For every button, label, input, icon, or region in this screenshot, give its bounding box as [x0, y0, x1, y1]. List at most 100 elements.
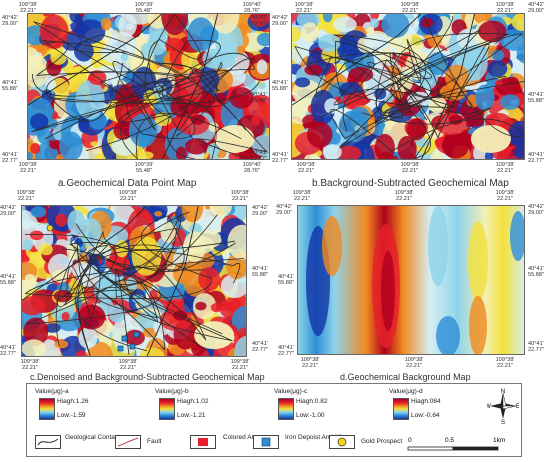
bottom-tick-b-1: 109°38' 22.21" [296, 162, 316, 174]
right-tick-a-2: 40°41' 55.88" [251, 92, 267, 104]
scale-bar: 0 0.5 1km [407, 437, 505, 451]
scale-half: 0.5 [445, 437, 454, 444]
top-tick-d-2: 109°38' 22.21" [394, 190, 414, 202]
iron-deposit-marker [117, 345, 124, 352]
fault-symbol-icon [115, 435, 141, 449]
legend-ramp-d-title: Value(μg)-d [389, 388, 423, 395]
right-tick-d-2: 40°41' 55.88" [528, 266, 544, 278]
left-tick-b-2: 40°41' 55.88" [272, 80, 288, 92]
legend-colored-label: Colored Area [223, 434, 261, 441]
top-tick-b-2: 109°38' 22.21" [400, 2, 420, 14]
right-tick-d-1: 40°42' 29.00" [528, 204, 544, 216]
caption-d: d.Geochemical Background Map [340, 372, 471, 382]
top-tick-c-2: 109°38' 22.21" [118, 190, 138, 202]
legend-ramp-c-low: Low:-1.00 [296, 412, 325, 419]
legend-ramp-b: Value(μg)-b Hiagh:1.02 Low:-1.21 [155, 388, 245, 422]
map-panel-d[interactable] [297, 205, 525, 355]
legend-ramp-a-high: Hiagh:1.26 [57, 398, 89, 405]
top-tick-d-3: 109°38' 22.21" [495, 190, 515, 202]
legend-ramp-b-low: Low:-1.21 [177, 412, 206, 419]
right-tick-b-1: 40°42' 29.00" [528, 2, 544, 14]
bottom-tick-c-1: 109°38' 22.21" [20, 359, 40, 371]
geochem-raster-a [28, 14, 269, 159]
left-tick-c-2: 40°41' 55.88" [0, 274, 16, 286]
right-tick-b-3: 40°41' 22.77" [528, 152, 544, 164]
geochem-raster-d [298, 206, 524, 354]
right-tick-b-2: 40°41' 55.88" [528, 92, 544, 104]
bottom-tick-b-2: 109°38' 22.21" [400, 162, 420, 174]
gold-prospect-symbol-icon [329, 435, 355, 449]
left-tick-c-1: 40°42' 29.00" [0, 205, 16, 217]
caption-b: b.Background-Subtracted Geochemical Map [312, 178, 509, 189]
gold-prospect-marker [46, 224, 54, 232]
left-tick-b-1: 40°42' 29.00" [272, 15, 288, 27]
legend-gold-label: Gold Prospect [361, 438, 403, 445]
bottom-tick-a-2: 109°39' 55.48" [134, 162, 154, 174]
bottom-tick-c-3: 109°38' 22.21" [230, 359, 250, 371]
bottom-tick-a-3: 109°40' 28.76" [242, 162, 262, 174]
right-tick-c-3: 40°41' 22.77" [252, 341, 268, 353]
legend-fault-label: Fault [147, 438, 162, 445]
legend-ramp-c-bar [278, 398, 294, 420]
right-tick-c-2: 40°41' 55.88" [252, 266, 268, 278]
left-tick-a-1: 40°42' 29.00" [2, 15, 18, 27]
legend-ramp-d-low: Low:-0.64 [411, 412, 440, 419]
geological-contact-symbol-icon [35, 435, 61, 449]
iron-deposit-marker [121, 335, 128, 342]
legend: Value(μg)-a Hiagh:1.26 Low:-1.59 Value(μ… [26, 383, 522, 457]
legend-ramp-a-title: Value(μg)-a [35, 388, 69, 395]
scale-one: 1km [493, 437, 505, 444]
iron-deposit-marker [129, 343, 136, 350]
left-tick-d-1: 40°42' 29.00" [276, 204, 292, 216]
legend-ramp-c-high: Hiagh:0.82 [296, 398, 328, 405]
legend-ramp-b-high: Hiagh:1.02 [177, 398, 209, 405]
legend-contact-label: Geological Contact [65, 434, 120, 441]
legend-ramp-a-bar [39, 398, 55, 420]
map-panel-c[interactable] [21, 205, 247, 357]
top-tick-b-3: 109°38' 22.21" [495, 2, 515, 14]
legend-ramp-b-title: Value(μg)-b [155, 388, 189, 395]
bottom-tick-b-3: 109°38' 22.21" [495, 162, 515, 174]
compass-n: N [501, 389, 505, 395]
legend-ramp-d: Value(μg)-d Hiagh:084 Low:-0.64 [389, 388, 479, 422]
compass-e: E [516, 404, 519, 410]
legend-ramp-a-low: Low:-1.59 [57, 412, 86, 419]
legend-ramp-c-title: Value(μg)-c [274, 388, 308, 395]
right-tick-a-1: 40°42' 29.00" [251, 15, 267, 27]
geochem-raster-b [292, 14, 524, 159]
legend-ramp-a: Value(μg)-a Hiagh:1.26 Low:-1.59 [35, 388, 125, 422]
caption-a: a.Geochemical Data Point Map [58, 178, 197, 189]
right-tick-a-3: 40°41' 22.77" [251, 150, 267, 162]
legend-ramp-d-high: Hiagh:084 [411, 398, 441, 405]
bottom-tick-d-1: 109°38' 22.21" [300, 357, 320, 369]
iron-deposit-marker [133, 331, 140, 338]
top-tick-d-1: 109°38' 22.21" [292, 190, 312, 202]
top-tick-c-1: 109°38' 22.21" [16, 190, 36, 202]
top-tick-a-1: 109°38' 22.21" [18, 2, 38, 14]
map-panel-a[interactable] [27, 13, 270, 160]
compass-s: S [501, 420, 505, 424]
scale-zero: 0 [408, 437, 412, 444]
left-tick-d-3: 40°41' 22.77" [278, 345, 294, 357]
colored-area-symbol-icon [190, 435, 216, 449]
legend-ramp-c: Value(μg)-c Hiagh:0.82 Low:-1.00 [274, 388, 364, 422]
caption-c: c.Denoised and Background-Subtracted Geo… [30, 372, 265, 382]
top-tick-b-1: 109°38' 22.21" [294, 2, 314, 14]
top-tick-a-3: 109°40' 28.76" [242, 2, 262, 14]
bottom-tick-c-2: 109°38' 22.21" [118, 359, 138, 371]
right-tick-c-1: 40°42' 29.00" [252, 205, 268, 217]
compass-icon: N S W E [487, 389, 519, 424]
geochem-raster-c [22, 206, 246, 356]
map-panel-b[interactable] [291, 13, 525, 160]
top-tick-a-2: 109°39' 55.48" [134, 2, 154, 14]
compass-w: W [487, 404, 491, 410]
top-tick-c-3: 109°38' 22.21" [230, 190, 250, 202]
bottom-tick-d-3: 109°38' 22.21" [495, 357, 515, 369]
left-tick-b-3: 40°41' 22.77" [272, 152, 288, 164]
bottom-tick-a-1: 109°38' 22.21" [18, 162, 38, 174]
legend-iron-label: Iron Depoist And Mines [285, 434, 353, 441]
left-tick-c-3: 40°41' 22.77" [0, 345, 16, 357]
left-tick-d-2: 40°41' 55.88" [278, 274, 294, 286]
left-tick-a-3: 40°41' 22.77" [2, 152, 18, 164]
bottom-tick-d-2: 109°38' 22.21" [404, 357, 424, 369]
